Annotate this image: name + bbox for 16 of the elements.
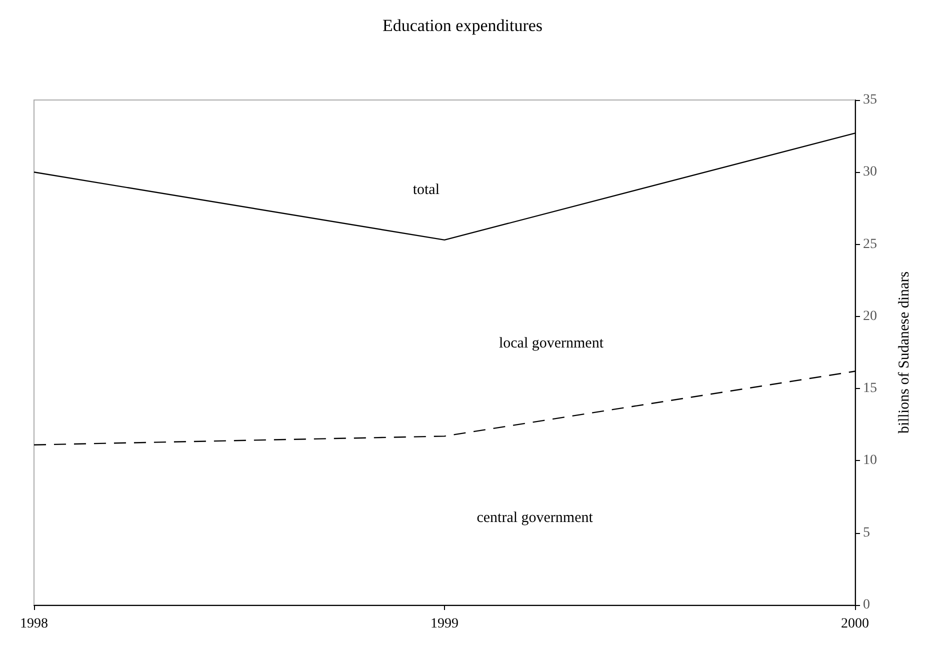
- y-tick-label: 30: [863, 164, 877, 180]
- annotation: local government: [498, 335, 604, 352]
- x-tick-label: 1999: [430, 616, 458, 632]
- y-axis-title: billions of Sudanese dinars: [896, 271, 912, 434]
- y-tick-label: 0: [863, 598, 870, 612]
- chart-title: Education expenditures: [382, 16, 543, 35]
- y-tick-label: 20: [863, 308, 877, 324]
- annotation: central government: [476, 510, 594, 526]
- x-tick-label: 1998: [20, 616, 48, 632]
- y-tick-label: 35: [863, 92, 877, 108]
- y-tick-label: 25: [863, 236, 877, 252]
- y-tick-label: 15: [863, 381, 877, 396]
- y-tick-label: 5: [863, 525, 870, 540]
- y-tick-label: 10: [863, 453, 877, 468]
- x-tick-label: 2000: [841, 616, 869, 632]
- text: total: [412, 182, 440, 198]
